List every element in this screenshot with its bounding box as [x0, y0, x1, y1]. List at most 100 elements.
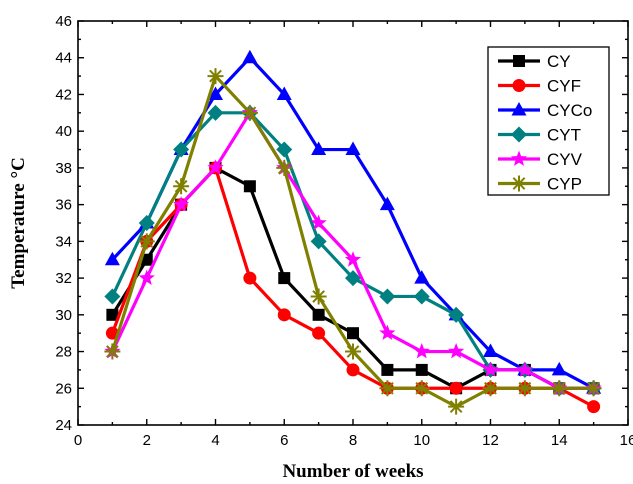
legend-label: CYF [547, 77, 581, 96]
x-tick-label: 12 [482, 432, 499, 449]
data-point-cyf [243, 271, 257, 285]
y-tick-label: 40 [55, 123, 72, 140]
data-point-cyp [345, 343, 361, 360]
data-point-cyv [207, 159, 224, 175]
data-point-cy [278, 272, 291, 285]
data-point-cyco [276, 86, 292, 100]
data-point-cyp [516, 380, 533, 397]
data-point-cyv [310, 214, 327, 230]
legend-swatch-marker [513, 55, 525, 67]
y-tick-label: 46 [55, 13, 72, 30]
plot-frame [77, 20, 629, 426]
legend-swatch-marker [512, 79, 526, 92]
y-tick-label: 26 [55, 380, 72, 397]
data-point-cyco [104, 251, 120, 266]
legend: CY CYF CYCo CYT CYV CYP [487, 46, 610, 196]
data-point-cyp [207, 68, 224, 85]
legend-item-cyf: CYF [498, 77, 581, 96]
legend-swatch-marker [511, 175, 527, 192]
data-point-cyv [413, 343, 430, 359]
legend-item-cyv: CYV [498, 150, 583, 169]
data-point-cyf [312, 326, 326, 340]
y-tick-label: 42 [55, 86, 72, 103]
data-point-cyp [173, 178, 190, 195]
data-point-cyf [346, 363, 360, 377]
legend-label: CY [547, 52, 571, 71]
data-point-cyp [551, 380, 568, 397]
data-point-cyco [242, 49, 258, 64]
data-point-cyt [310, 233, 327, 250]
legend-item-cyco: CYCo [498, 101, 592, 120]
y-tick-label: 36 [55, 197, 72, 214]
data-point-cyp [413, 380, 430, 397]
data-point-cyt [276, 141, 293, 158]
data-point-cyv [344, 251, 362, 267]
data-point-cyt [379, 288, 396, 305]
x-tick-label: 0 [74, 432, 82, 449]
legend-swatch-marker [511, 102, 527, 116]
data-point-cyp [379, 380, 396, 397]
data-point-cyt [104, 288, 121, 305]
data-point-cyt [413, 288, 430, 305]
y-tick-label: 30 [55, 307, 72, 324]
legend-item-cy: CY [498, 52, 571, 71]
legend-swatch-marker [510, 150, 528, 166]
legend-swatch-marker [511, 126, 527, 143]
data-point-cyco [311, 141, 327, 156]
x-tick-label: 16 [620, 432, 633, 449]
data-point-cyf [277, 308, 291, 322]
x-tick-label: 10 [413, 432, 430, 449]
data-point-cyv [173, 196, 190, 212]
data-point-cyv [379, 324, 396, 341]
x-tick-label: 4 [211, 432, 219, 449]
data-point-cyf [449, 381, 463, 395]
legend-label: CYCo [547, 101, 592, 120]
data-point-cyp [585, 380, 602, 397]
data-point-cy [381, 363, 394, 376]
data-point-cyco [345, 141, 361, 156]
data-point-cyv [448, 343, 465, 359]
data-point-cyp [104, 343, 121, 360]
data-point-cyco [379, 196, 395, 211]
data-point-cyf [587, 400, 601, 414]
data-point-cy [415, 363, 428, 376]
x-axis-title: Number of weeks [282, 461, 423, 482]
data-point-cyp [276, 159, 293, 176]
legend-label: CYT [547, 126, 581, 145]
data-point-cyco [414, 270, 430, 284]
y-tick-label: 34 [55, 233, 72, 250]
data-point-cyco [483, 343, 498, 358]
data-point-cy [243, 180, 256, 193]
data-point-cy [106, 308, 119, 321]
legend-item-cyt: CYT [498, 126, 581, 145]
data-point-cy [347, 327, 359, 340]
y-tick-label: 28 [55, 344, 72, 361]
data-point-cyp [138, 233, 155, 250]
x-tick-label: 14 [551, 432, 568, 449]
data-point-cy [140, 253, 153, 266]
legend-item-cyp: CYP [498, 175, 582, 194]
data-point-cy [312, 308, 325, 321]
data-point-cyp [482, 380, 499, 397]
data-point-cyt [138, 215, 155, 231]
legend-label: CYP [547, 175, 582, 194]
data-point-cyv [516, 361, 533, 377]
x-tick-label: 8 [349, 432, 357, 449]
y-tick-label: 32 [55, 270, 72, 287]
y-tick-label: 44 [55, 50, 72, 67]
x-tick-label: 6 [280, 432, 288, 449]
y-axis-title: Temperature °C [8, 157, 29, 289]
data-point-cyco [551, 361, 567, 376]
data-point-cyco [208, 86, 223, 100]
y-tick-label: 38 [55, 160, 72, 177]
data-point-cyt [345, 270, 361, 287]
data-point-cyp [310, 288, 327, 305]
series-layer [104, 49, 602, 415]
data-point-cyt [448, 306, 465, 323]
legend-label: CYV [547, 150, 583, 169]
y-tick-label: 24 [55, 417, 72, 434]
data-point-cyt [173, 141, 190, 158]
data-point-cyt [207, 104, 224, 121]
series-cyp [104, 68, 602, 415]
